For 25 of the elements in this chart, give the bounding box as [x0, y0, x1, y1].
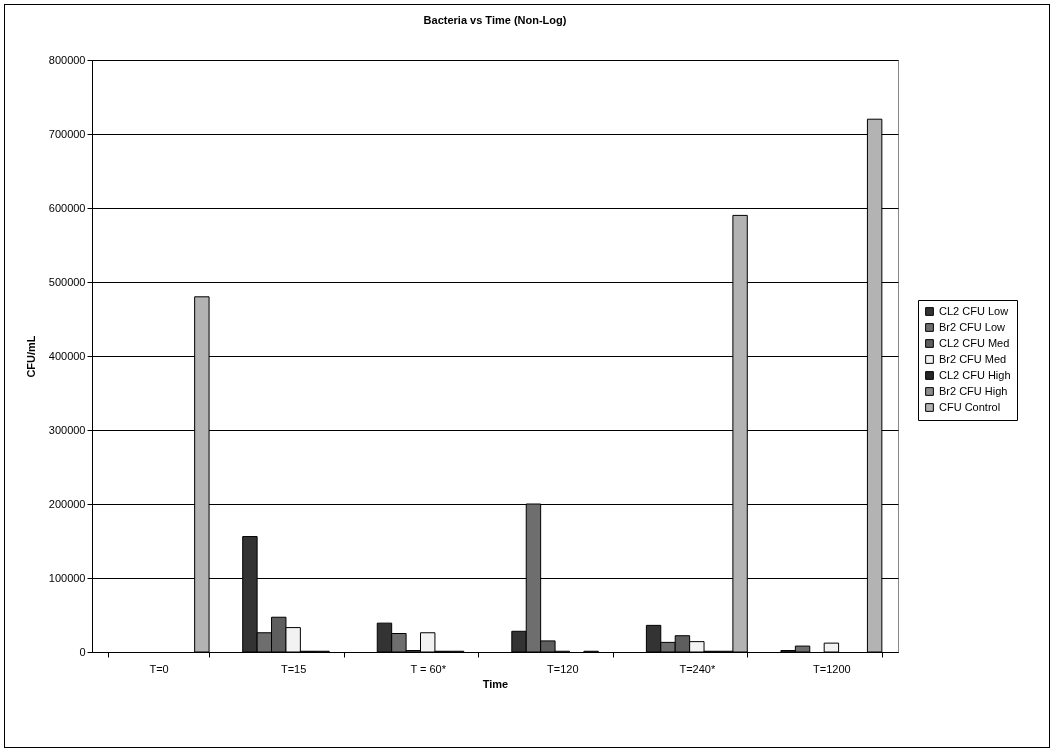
legend-label: CL2 CFU High — [939, 368, 1011, 381]
y-tick-label: 600000 — [48, 201, 86, 214]
y-tick-label: 0 — [79, 645, 86, 658]
y-axis-title: CFU/mL — [24, 335, 37, 378]
x-tick-label: T=120 — [547, 662, 579, 675]
x-tick-label: T=0 — [149, 662, 169, 675]
y-tick-label: 400000 — [48, 349, 86, 362]
y-tick-label: 200000 — [48, 497, 86, 510]
legend-label: Br2 CFU High — [939, 384, 1008, 397]
y-tick-label: 800000 — [48, 53, 86, 66]
y-tick-label: 100000 — [48, 571, 86, 584]
chart-title: Bacteria vs Time (Non-Log) — [423, 14, 567, 26]
y-tick-label: 500000 — [48, 275, 86, 288]
legend-label: CL2 CFU Low — [939, 304, 1009, 317]
y-tick-label: 700000 — [48, 127, 86, 140]
y-tick-label: 300000 — [48, 423, 86, 436]
x-tick-label: T=1200 — [813, 662, 851, 675]
legend-label: CFU Control — [939, 400, 1001, 413]
x-tick-label: T=15 — [280, 662, 307, 675]
legend-label: Br2 CFU Med — [939, 352, 1007, 365]
x-axis-title: Time — [482, 677, 509, 690]
legend-label: CL2 CFU Med — [939, 336, 1010, 349]
x-tick-label: T=240* — [679, 662, 716, 675]
legend-label: Br2 CFU Low — [939, 320, 1006, 333]
x-tick-label: T = 60* — [410, 662, 447, 675]
